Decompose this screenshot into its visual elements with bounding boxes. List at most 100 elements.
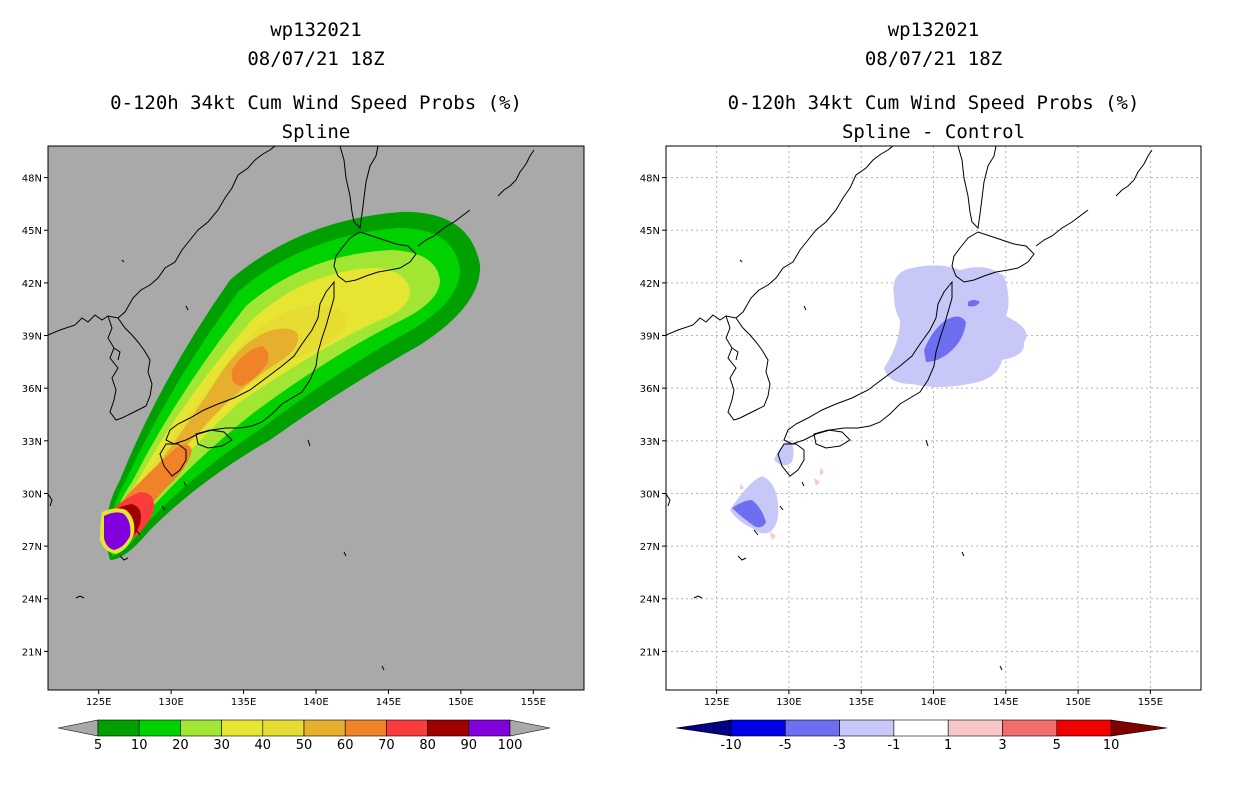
left-colorbar-swatch [138,719,181,737]
left-lat-label-27N: 27N [22,542,42,553]
right-lon-label-140E: 140E [921,697,946,708]
diff-plus1-to-plus3-d [770,532,776,540]
left-colorbar-label: 10 [131,738,148,753]
left-colorbar-swatch [262,719,305,737]
right-lat-label-33N: 33N [640,437,660,448]
diff-minus3-to-minus5-south [732,500,766,528]
right-colorbar-swatch [784,719,840,737]
diff-plus1-to-plus3-c [740,484,744,490]
left-lon-label-130E: 130E [158,697,183,708]
right-colorbar-swatch [1002,719,1058,737]
right-colorbar-label: -10 [720,738,741,753]
left-colorbar-swatch [303,719,346,737]
right-colorbar-label: -5 [779,738,792,753]
left-colorbar-label: 70 [378,738,395,753]
left-title-storm: wp132021 [270,19,362,41]
left-colorbar-label: 30 [213,738,230,753]
diff-minus1-to-minus3-kyushu [774,440,794,466]
right-map-panel: 48N 45N 42N 39N 36N 33N 30N 27N 24N 21N 125E 130E 13… [640,145,1202,708]
left-colorbar-end-low [57,719,99,737]
right-colorbar-swatch [1056,719,1112,737]
diff-plus1-to-plus3-a [814,478,820,486]
right-lat-label-42N: 42N [640,279,660,290]
right-lon-label-155E: 155E [1138,697,1163,708]
left-colorbar-label: 40 [255,738,272,753]
diff-plus1-to-plus3-b [820,468,824,476]
left-colorbar-label: 60 [337,738,354,753]
right-colorbar-label: 3 [998,738,1006,753]
right-lat-label-21N: 21N [640,647,660,658]
right-colorbar-label: -1 [887,738,900,753]
difference-field [666,146,1153,671]
plume-30pct [111,268,411,548]
right-lat-label-24N: 24N [640,595,660,606]
right-colorbar-swatch [839,719,895,737]
right-lon-label-130E: 130E [776,697,801,708]
right-lon-label-135E: 135E [848,697,873,708]
plume-40pct [112,305,346,544]
right-lat-label-30N: 30N [640,489,660,500]
left-colorbar-label: 5 [94,738,102,753]
left-colorbar-swatch [344,719,387,737]
left-lat-label-30N: 30N [22,489,42,500]
left-lat-label-21N: 21N [22,647,42,658]
left-lat-label-36N: 36N [22,384,42,395]
plume-60pct-inland [231,346,269,386]
left-colorbar-label: 20 [172,738,189,753]
left-lon-label-145E: 145E [376,697,401,708]
right-title-storm: wp132021 [887,19,980,41]
right-colorbar-swatch [893,719,949,737]
left-colorbar-swatch [97,719,140,737]
left-lat-label-39N: 39N [22,332,42,343]
right-lon-label-150E: 150E [1065,697,1090,708]
right-lat-label-48N: 48N [640,174,660,185]
left-colorbar-swatch [427,719,470,737]
right-lon-label-125E: 125E [704,697,729,708]
left-colorbar-label: 50 [296,738,313,753]
right-colorbar: -10 -5 -3 -1 1 3 5 10 [675,719,1168,753]
left-lat-label-42N: 42N [22,279,42,290]
right-colorbar-end-low [675,719,732,737]
right-title-product: 0-120h 34kt Cum Wind Speed Probs (%) [727,92,1140,114]
left-colorbar-label: 80 [419,738,436,753]
right-lat-label-36N: 36N [640,384,660,395]
right-lat-label-45N: 45N [640,226,660,237]
plume-50pct [112,328,299,540]
left-map-background [48,146,584,690]
left-colorbar-end-high [509,719,551,737]
left-lon-label-155E: 155E [521,697,546,708]
diff-minus3-to-minus5-spot [968,300,980,307]
diff-minus3-to-minus5-japan [924,316,966,362]
left-colorbar-swatch [386,719,428,737]
right-lat-label-27N: 27N [640,542,660,553]
left-colorbar-label: 100 [498,738,523,753]
left-colorbar: 5 10 20 30 40 50 60 70 80 90 100 [57,719,551,753]
left-title-product: 0-120h 34kt Cum Wind Speed Probs (%) [110,92,522,114]
left-lat-label-45N: 45N [22,226,42,237]
left-lon-label-135E: 135E [231,697,256,708]
right-axis-ticks: 48N 45N 42N 39N 36N 33N 30N 27N 24N 21N 125E 130E 13… [640,174,1163,708]
right-colorbar-label: 1 [944,738,952,753]
right-title-method: Spline - Control [841,121,1026,143]
right-colorbar-label: 5 [1053,738,1061,753]
right-colorbar-label: 10 [1103,738,1120,753]
left-title-date: 08/07/21 18Z [247,48,385,70]
right-colorbar-label: -3 [833,738,846,753]
left-lat-label-33N: 33N [22,437,42,448]
right-title-date: 08/07/21 18Z [864,48,1003,70]
left-title-method: Spline [281,121,351,143]
left-lon-label-125E: 125E [86,697,111,708]
left-lon-label-150E: 150E [448,697,473,708]
left-lat-label-48N: 48N [22,174,42,185]
right-colorbar-swatch [730,719,786,737]
right-lat-label-39N: 39N [640,332,660,343]
left-map-panel: 48N 45N 42N 39N 36N 33N 30N 27N 24N 21N 125E 130E 13… [22,145,585,708]
right-colorbar-end-high [1110,719,1168,737]
probability-plume [48,146,535,671]
left-axis-ticks: 48N 45N 42N 39N 36N 33N 30N 27N 24N 21N 125E 130E 13… [22,174,546,708]
left-lat-label-24N: 24N [22,595,42,606]
right-colorbar-swatch [947,719,1003,737]
left-colorbar-swatch [180,719,222,737]
left-colorbar-swatch [221,719,264,737]
